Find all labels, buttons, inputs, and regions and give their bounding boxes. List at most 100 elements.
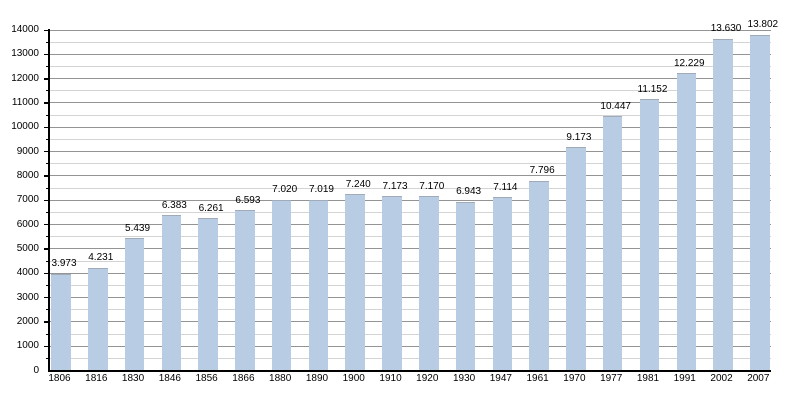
y-axis-tick-mark [45,260,49,262]
gridline-major [49,248,771,250]
gridline-minor [49,260,771,262]
y-axis-tick-mark [45,114,49,116]
y-axis-tick-mark [45,138,49,140]
bar [602,116,623,371]
x-axis-tick-label: 1961 [526,373,549,384]
bar [676,73,696,371]
bar-value-label: 13.802 [747,19,779,31]
gridline-minor [49,284,771,286]
y-axis-tick-label: 6000 [16,218,39,230]
y-axis-tick-label: 7000 [16,194,39,206]
bar-value-label: 6.943 [456,186,482,198]
bar-value-label: 12.229 [673,57,705,69]
gridline-minor [49,41,771,43]
y-axis-tick-label: 2000 [16,315,39,327]
y-axis-tick-mark [44,297,49,299]
y-axis-tick-label: 10000 [11,121,39,133]
y-axis-tick-mark [44,151,49,153]
y-axis-tick-mark [45,41,49,43]
gridline-minor [49,357,771,359]
gridline-minor [49,90,771,92]
bar-value-label: 9.173 [566,131,592,143]
x-axis-tick-label: 1900 [342,373,365,384]
y-axis-tick-mark [44,199,49,202]
y-axis-tick-mark [45,163,49,165]
y-axis-tick-label: 4000 [16,267,39,279]
y-axis-tick-mark [45,187,49,189]
gridline-major [49,126,771,128]
bar-value-label: 10.447 [600,100,631,112]
y-axis-tick-mark [44,345,49,348]
bar [455,201,476,371]
bar-value-label: 6.383 [161,199,187,211]
y-axis-tick-mark [44,321,49,323]
bar-value-label: 4.231 [88,252,114,264]
y-axis-tick-mark [44,29,49,31]
bar [271,199,292,371]
x-axis-tick-label: 1856 [195,373,218,384]
y-axis-tick-mark [44,224,49,226]
x-axis-tick-label: 1846 [158,373,181,384]
y-axis-tick-label: 8000 [16,169,39,181]
x-axis-tick-label: 1890 [305,373,329,384]
x-axis-tick-label: 2007 [747,373,770,384]
y-axis-tick-label: 12000 [11,72,39,84]
bar [713,38,733,371]
y-axis-tick-label: 1000 [16,340,39,352]
bar-value-label: 5.439 [125,222,151,234]
y-axis-tick-mark [45,284,49,286]
y-axis-tick-mark [45,309,49,311]
gridline-major [49,272,771,274]
bar [161,215,182,371]
x-axis-tick-label: 1930 [452,373,476,384]
gridline-major [49,102,771,104]
gridline-minor [49,187,771,189]
bar-value-label: 6.593 [235,194,261,206]
bar [639,99,660,371]
gridline-major [49,151,771,153]
y-axis-tick-mark [44,126,49,129]
y-axis-tick-mark [44,175,49,177]
bar [529,180,549,371]
bar [566,147,586,371]
x-axis-tick-label: 1920 [416,373,439,384]
gridline-minor [49,138,771,140]
y-axis-tick-mark [44,53,49,56]
bar [235,210,255,371]
gridline-minor [49,236,771,238]
bar-value-label: 6.261 [198,202,224,214]
gridline-major [49,199,771,201]
gridline-minor [49,309,771,311]
gridline-major [49,224,771,226]
gridline-major [49,53,771,55]
y-axis-tick-label: 0 [33,364,39,376]
x-axis-tick-label: 1977 [600,373,623,384]
y-axis-tick-mark [45,236,49,238]
bar [51,273,71,371]
x-axis-tick-label: 1880 [269,373,292,384]
y-axis-tick-label: 9000 [16,145,39,157]
y-axis-tick-label: 14000 [11,24,39,35]
bar-value-label: 7.796 [529,165,555,177]
bar [345,194,365,371]
y-axis-tick-mark [44,102,49,104]
bar [382,196,402,371]
y-axis-line [48,29,50,372]
bar-value-label: 11.152 [637,83,668,95]
bar [492,197,513,371]
bar-value-label: 7.173 [382,180,408,192]
gridline-minor [49,114,771,116]
gridline-major [49,175,771,177]
bar-value-label: 7.170 [419,180,445,192]
bar [419,196,439,371]
x-axis-tick-label: 1830 [121,373,145,384]
x-axis-tick-label: 1947 [489,373,512,384]
gridline-minor [49,163,771,165]
gridline-minor [49,65,771,67]
bar-value-label: 7.019 [308,184,334,196]
bar [198,218,218,371]
bar-value-label: 13.630 [710,23,742,35]
bar [750,34,770,371]
x-axis-line [48,369,771,372]
